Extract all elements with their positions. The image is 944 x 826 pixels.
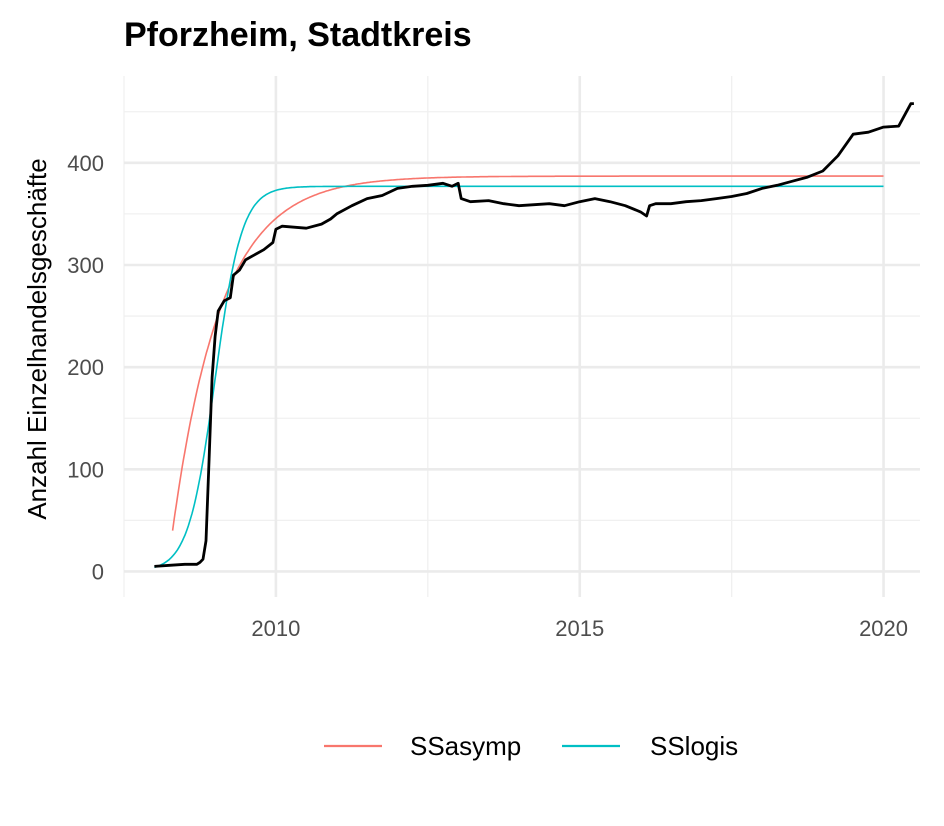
- x-tick-label: 2015: [555, 616, 604, 641]
- series-line-sslogis: [154, 185, 884, 569]
- x-axis-ticks: 2010 2015 2020: [251, 616, 908, 641]
- y-tick-label: 0: [92, 559, 104, 584]
- legend: SSasymp SSlogis: [324, 731, 738, 761]
- x-tick-label: 2010: [251, 616, 300, 641]
- y-tick-label: 200: [67, 355, 104, 380]
- legend-label-sslogis: SSlogis: [650, 731, 738, 761]
- grid-minor: [123, 76, 920, 597]
- series-line-ssasymp: [171, 175, 884, 531]
- y-tick-label: 400: [67, 151, 104, 176]
- series-line-observed: [154, 102, 914, 568]
- y-axis-ticks: 0 100 200 300 400: [67, 151, 104, 585]
- y-axis-title: Anzahl Einzelhandelsgeschäfte: [22, 158, 52, 519]
- series-layer: [154, 102, 914, 569]
- x-tick-label: 2020: [859, 616, 908, 641]
- legend-label-ssasymp: SSasymp: [410, 731, 521, 761]
- y-tick-label: 300: [67, 253, 104, 278]
- chart-title: Pforzheim, Stadtkreis: [124, 16, 472, 54]
- y-tick-label: 100: [67, 457, 104, 482]
- grid-major: [124, 76, 920, 597]
